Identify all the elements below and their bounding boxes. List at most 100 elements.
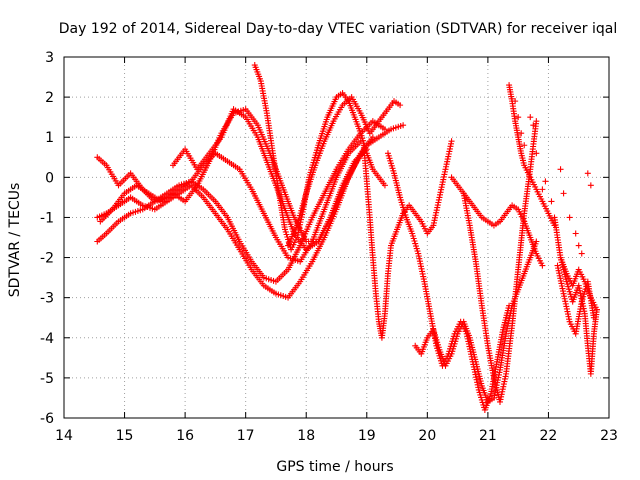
data-point-sat-j [490,394,497,401]
data-point-sat-o [560,288,567,295]
data-point-sat-i [474,379,481,386]
data-point-sat-i [472,371,479,378]
data-point-sat-h [438,184,445,191]
data-point-sat-h [445,153,452,160]
data-point-sat-j [495,371,502,378]
data-point-sat-h [446,145,453,152]
data-point-sat-i [418,263,425,270]
x-tick-label: 21 [479,428,497,444]
data-point-sat-i [415,250,422,257]
data-point-scattered [584,170,591,177]
data-point-sat-o [561,295,568,302]
data-point-sat-h [436,191,443,198]
data-point-sat-h [432,214,439,221]
data-point-sat-l [500,383,507,390]
data-point-sat-n [576,287,583,294]
data-point-scattered [539,186,546,193]
data-point-sat-j [496,369,503,376]
data-point-scattered [515,114,522,121]
x-tick-label: 22 [540,428,558,444]
y-tick-label: 1 [45,130,54,146]
data-point-sat-o [562,300,569,307]
data-point-sat-i [419,270,426,277]
data-point-sat-i [420,273,427,280]
data-point-sat-h [446,148,453,155]
data-point-sat-o [556,272,563,279]
data-point-sat-h [435,199,442,206]
data-point-sat-h [448,140,455,147]
data-point-sat-h [436,194,443,201]
data-point-sat-h [442,166,449,173]
data-point-sat-j [503,330,510,337]
data-point-scattered [578,250,585,257]
y-tick-label: -2 [40,251,54,267]
x-tick-label: 19 [358,428,376,444]
data-point-sat-i [420,276,427,283]
data-point-sat-h [440,176,447,183]
data-point-sat-l [500,381,507,388]
data-point-sat-i [416,258,423,265]
data-point-sat-i [473,376,480,383]
x-tick-label: 17 [237,428,255,444]
data-point-sat-l [533,118,540,125]
data-point-sat-h [448,138,455,145]
data-point-sat-o [564,308,571,315]
data-point-sat-h [439,179,446,186]
data-point-sat-l [497,398,503,405]
data-point-sat-o [557,275,564,282]
data-point-sat-h [443,161,450,168]
data-point-sat-h [441,171,448,178]
data-point-scattered [533,150,540,157]
data-point-sat-g [397,102,404,109]
data-point-sat-o [563,305,570,312]
data-point-scattered [560,190,567,197]
y-tick-label: -3 [40,291,54,307]
data-point-sat-o [559,285,566,292]
data-point-sat-n [576,285,583,292]
data-point-scattered [566,214,573,221]
data-point-sat-k [539,262,546,269]
data-point-sat-o [590,314,597,321]
data-point-sat-o [556,270,563,277]
data-point-sat-o [564,311,571,318]
y-tick-label: -4 [40,331,54,347]
data-point-sat-n [577,290,584,297]
data-point-sat-h [433,209,440,216]
data-point-scattered [518,130,525,137]
data-point-scattered [587,182,594,189]
data-point-sat-i [473,374,480,381]
data-point-sat-i [418,265,425,272]
data-point-scattered [530,122,537,129]
data-point-sat-h [430,219,437,226]
data-point-sat-h [434,202,441,209]
data-point-sat-f [381,182,388,189]
data-point-scattered [527,114,534,121]
y-tick-label: -6 [40,411,54,427]
data-point-sat-i [419,268,426,275]
data-point-sat-f [294,234,301,241]
x-tick-label: 18 [297,428,315,444]
x-axis-label: GPS time / hours [276,459,393,475]
data-point-sat-o [555,265,562,272]
data-point-sat-h [435,196,442,203]
data-point-sat-l [501,375,508,382]
data-point-sat-i [417,260,424,267]
data-point-sat-h [432,212,439,219]
data-point-sat-h [444,158,451,165]
data-point-sat-l [498,393,505,400]
data-point-sat-l [497,396,504,403]
data-point-sat-o [566,316,573,323]
grid [64,57,609,418]
data-point-sat-o [557,277,564,284]
data-point-sat-p [593,306,600,313]
data-point-sat-h [434,204,441,211]
data-point-sat-j [533,238,540,245]
x-tick-label: 23 [600,428,618,444]
y-tick-label: -5 [40,371,54,387]
data-point-scattered [542,178,549,185]
data-point-sat-h [444,156,451,163]
y-axis-label: SDTVAR / TECUs [7,183,23,298]
data-point-scattered [575,242,582,249]
chart-title: Day 192 of 2014, Sidereal Day-to-day VTE… [59,21,617,37]
